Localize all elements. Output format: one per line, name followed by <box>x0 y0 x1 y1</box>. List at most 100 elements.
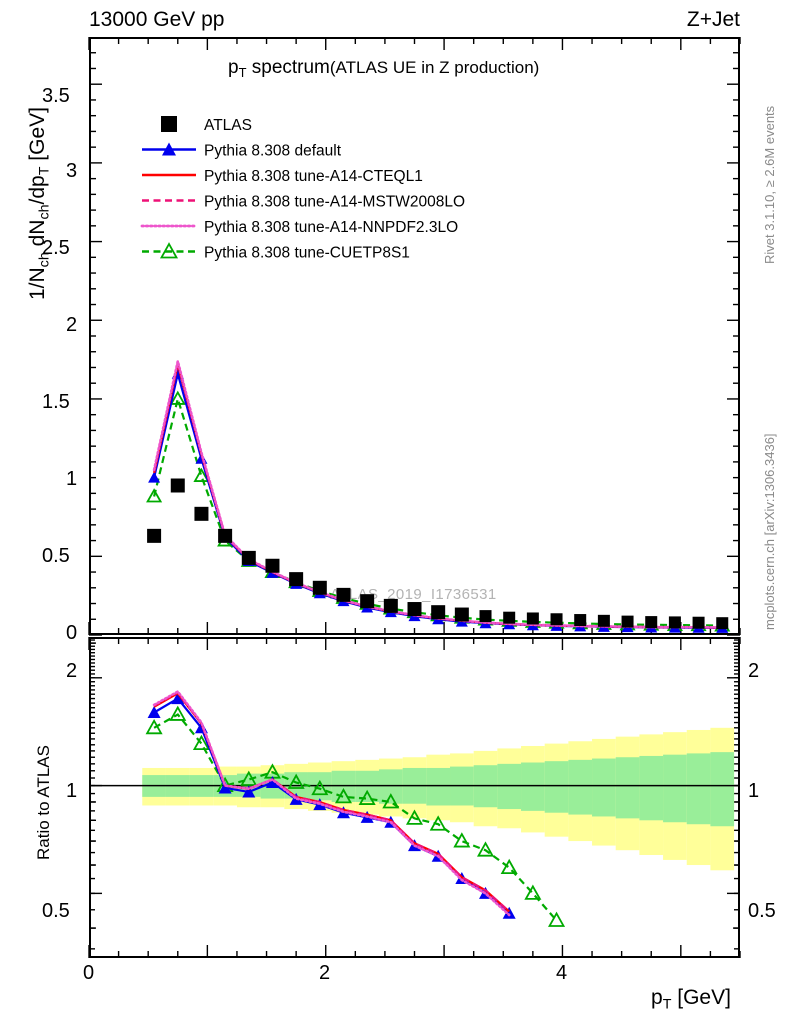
data-marker-square <box>716 617 729 630</box>
ratio-y-tick-1-left: 1 <box>66 780 78 802</box>
ratio-series-4 <box>145 705 566 927</box>
data-marker-triangle-open <box>169 705 187 721</box>
data-marker-triangle <box>171 692 185 705</box>
ratio-y-tick-2-right: 2 <box>748 660 760 682</box>
data-marker-triangle-open <box>240 770 258 786</box>
ratio-y-tick-2-left: 2 <box>66 660 78 682</box>
header-beam-energy: 13000 GeV pp <box>89 8 225 31</box>
y-tick-3p5: 3.5 <box>42 85 70 107</box>
data-marker-square <box>454 607 469 622</box>
legend-label: Pythia 8.308 tune-A14-MSTW2008LO <box>204 194 465 211</box>
main-series-4 <box>152 360 724 629</box>
data-marker-triangle-open <box>145 718 163 735</box>
data-marker-triangle-open <box>287 773 305 789</box>
data-marker-triangle <box>147 706 161 719</box>
y-tick-3: 3 <box>66 160 78 182</box>
legend-item-4[interactable]: Pythia 8.308 tune-A14-NNPDF2.3LO <box>140 219 458 236</box>
band-stat-uncertainty <box>142 752 735 827</box>
legend-label: Pythia 8.308 tune-A14-NNPDF2.3LO <box>204 219 458 236</box>
plot-title-pt: p <box>228 57 239 78</box>
plot-title-paren: (ATLAS UE in Z production) <box>329 58 540 77</box>
y-tick-0p5: 0.5 <box>42 545 70 567</box>
data-marker-triangle-open <box>476 841 495 857</box>
data-marker-triangle-open <box>405 809 424 825</box>
ratio-series-2 <box>153 691 510 913</box>
legend-label: Pythia 8.308 tune-CUETP8S1 <box>204 245 410 262</box>
legend-item-1[interactable]: Pythia 8.308 default <box>142 142 342 160</box>
legend-label: Pythia 8.308 default <box>204 143 342 160</box>
plot-title-rest: spectrum <box>246 57 330 78</box>
plot-title: pT spectrum(ATLAS UE in Z production) <box>228 57 539 80</box>
legend-item-5[interactable]: Pythia 8.308 tune-CUETP8S1 <box>142 242 410 262</box>
y-tick-2p5: 2.5 <box>42 237 70 259</box>
legend-marker-square <box>161 116 177 132</box>
data-marker-square <box>312 580 327 595</box>
data-marker-square <box>621 615 634 628</box>
x-tick-2: 2 <box>319 962 331 984</box>
data-marker-square <box>194 506 209 521</box>
xlab-pt: p <box>651 986 663 1009</box>
y-tick-0: 0 <box>66 622 78 644</box>
ratio-y-tick-0p5-right: 0.5 <box>748 900 776 922</box>
data-marker-triangle-open <box>192 734 210 750</box>
data-marker-triangle-open <box>146 488 163 503</box>
data-marker-square <box>503 611 516 624</box>
y-tick-1p5: 1.5 <box>42 391 70 413</box>
data-marker-square <box>645 616 658 629</box>
legend-item-2[interactable]: Pythia 8.308 tune-A14-CTEQL1 <box>142 168 423 185</box>
legend-label: Pythia 8.308 tune-A14-CTEQL1 <box>204 168 423 185</box>
data-marker-triangle-open <box>193 467 210 482</box>
data-marker-square <box>692 616 705 629</box>
data-marker-triangle <box>502 906 516 919</box>
data-marker-triangle <box>242 785 256 798</box>
data-marker-square <box>360 594 375 609</box>
data-marker-triangle-open <box>429 815 447 831</box>
ratio-y-tick-0p5-left: 0.5 <box>42 900 70 922</box>
data-marker-square <box>526 612 539 625</box>
data-marker-square <box>336 587 351 602</box>
data-marker-triangle-open <box>358 789 376 805</box>
data-marker-square <box>289 572 304 587</box>
xlab-unit: [GeV] <box>671 986 731 1009</box>
data-marker-triangle-open <box>500 858 518 875</box>
x-axis-label: pT [GeV] <box>651 986 731 1013</box>
data-marker-square <box>597 614 610 627</box>
data-marker-square <box>147 528 162 543</box>
legend-label: ATLAS <box>204 117 252 134</box>
x-tick-4: 4 <box>556 962 568 984</box>
main-curves <box>146 360 731 633</box>
y-tick-1: 1 <box>66 468 78 490</box>
data-marker-triangle <box>218 781 232 794</box>
data-marker-square <box>383 598 398 613</box>
x-tick-0: 0 <box>83 962 95 984</box>
data-marker-triangle <box>148 471 161 483</box>
data-marker-triangle-open <box>334 788 353 804</box>
legend-item-3[interactable]: Pythia 8.308 tune-A14-MSTW2008LO <box>142 194 465 211</box>
header-process: Z+Jet <box>686 8 740 31</box>
xlab-sub: T <box>662 996 672 1013</box>
data-marker-triangle-open <box>524 884 542 900</box>
data-marker-triangle-open <box>453 832 471 848</box>
main-series-2 <box>153 364 723 629</box>
ratio-y-tick-1-right: 1 <box>748 780 760 802</box>
plot-title-subscript: T <box>238 65 247 81</box>
data-marker-square <box>218 528 233 543</box>
main-series-1 <box>148 367 729 633</box>
data-marker-square <box>668 616 681 629</box>
ratio-series-3 <box>152 689 511 917</box>
data-marker-square <box>574 614 587 627</box>
data-marker-triangle-open <box>548 911 566 927</box>
main-series-3 <box>153 362 723 629</box>
data-marker-triangle <box>162 142 176 156</box>
data-marker-triangle <box>265 776 279 789</box>
data-marker-square <box>550 613 563 626</box>
axis-ticks <box>88 37 741 958</box>
ratio-curves <box>145 689 566 927</box>
data-marker-square <box>479 610 492 623</box>
data-marker-square <box>407 602 422 617</box>
data-marker-square <box>431 605 446 620</box>
data-marker-square <box>170 478 185 493</box>
data-marker-square <box>265 558 280 573</box>
legend-item-0[interactable]: ATLAS <box>161 116 252 134</box>
